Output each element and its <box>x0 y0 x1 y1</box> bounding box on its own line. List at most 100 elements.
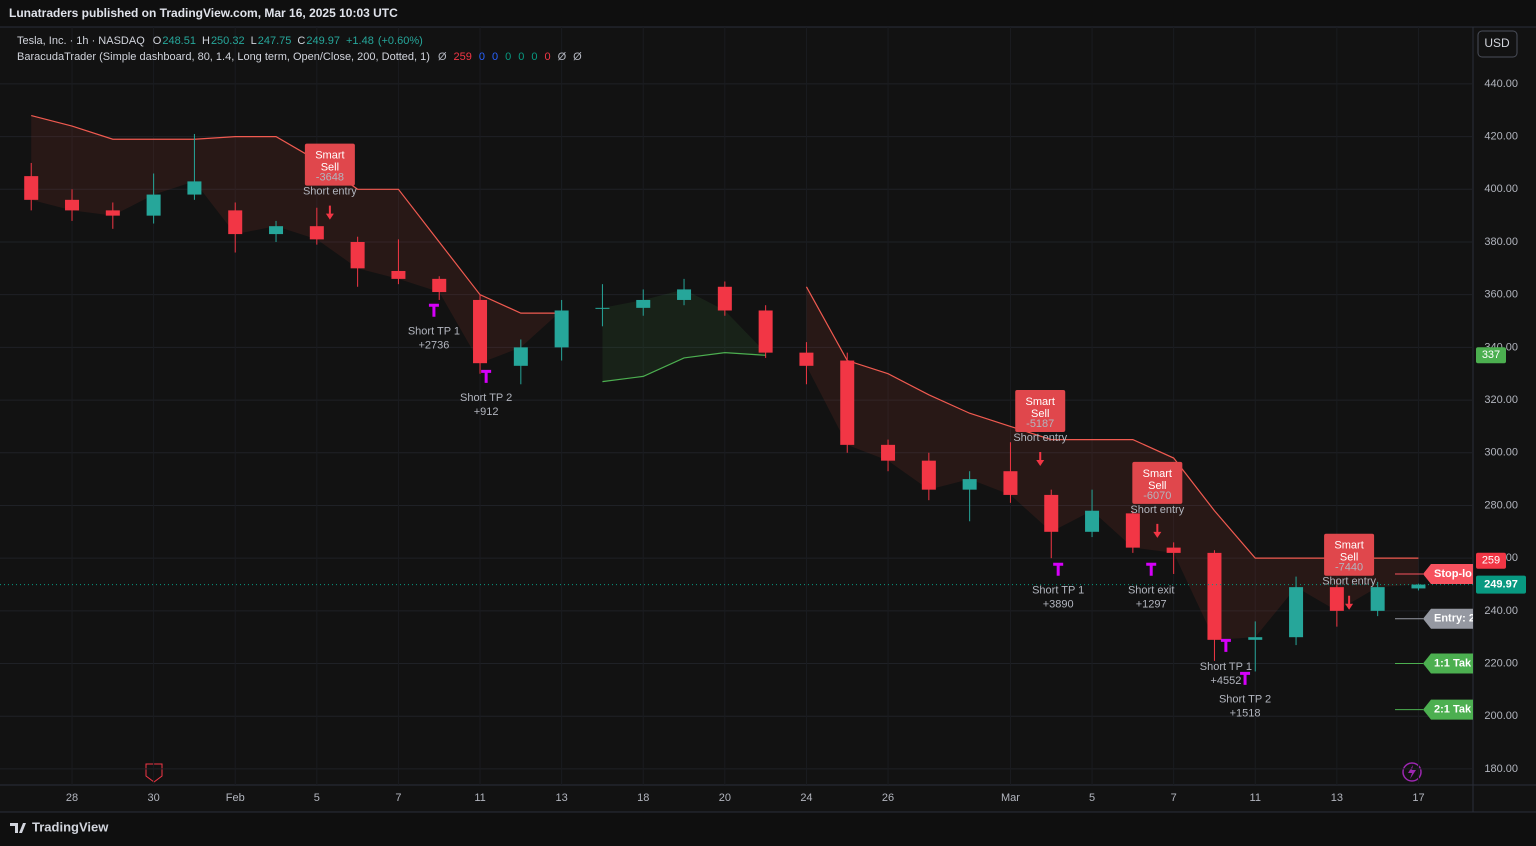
tp-marker <box>1146 562 1157 576</box>
signal: Short TP 1 +3890 <box>1032 562 1084 611</box>
legend-text: BaracudaTrader (Simple dashboard, 80, 1.… <box>17 51 430 63</box>
legend-text: 250.32 <box>211 35 245 47</box>
candle-body <box>962 479 977 490</box>
signal-pnl: -5187 <box>1026 418 1054 430</box>
legend-text: Ø <box>438 51 447 63</box>
signal-pnl: -7440 <box>1335 562 1363 574</box>
candle-body <box>473 299 488 364</box>
support-line <box>602 352 766 383</box>
level-label: 1:1 Tak <box>1434 657 1472 669</box>
legend-text: H <box>202 35 210 47</box>
event-icon-bolt[interactable] <box>1408 765 1416 779</box>
signal-title: Smart <box>1143 468 1172 480</box>
chart-panel <box>0 27 1536 812</box>
signal-arrow <box>1345 595 1354 610</box>
candle-body <box>1289 587 1304 638</box>
tp-marker <box>1053 562 1064 576</box>
price-label-box <box>1476 347 1506 364</box>
y-tick-label: 280.00 <box>1484 499 1518 511</box>
signal-text: Short TP 1 <box>408 326 460 338</box>
candle-body <box>187 181 202 195</box>
candle-body <box>881 444 896 461</box>
candle-body <box>1248 637 1263 640</box>
candle-body <box>554 310 569 348</box>
y-tick-label: 220.00 <box>1484 657 1518 669</box>
x-tick-label: Feb <box>226 792 245 804</box>
candle-body <box>1044 494 1059 532</box>
candle-body <box>1207 552 1222 640</box>
candle-body <box>717 286 732 311</box>
price-label: 259 <box>1482 555 1500 567</box>
trail-fill <box>31 115 562 364</box>
level-label: Stop-lo <box>1434 568 1472 580</box>
level-tag <box>1423 608 1473 629</box>
event-icon[interactable] <box>1402 762 1422 782</box>
candle-body <box>595 307 610 309</box>
signal-text: Short exit <box>1128 585 1174 597</box>
candle-body <box>1329 587 1344 611</box>
x-tick-label: 28 <box>66 792 78 804</box>
candle-body <box>1370 587 1385 611</box>
level-tag <box>1423 699 1473 720</box>
signal-text: Short TP 2 <box>460 392 512 404</box>
price-label-box <box>1476 552 1506 569</box>
x-tick-label: 17 <box>1412 792 1424 804</box>
legend-text: 0 <box>544 51 550 63</box>
legend-text: 259 <box>454 51 472 63</box>
currency[interactable]: USD <box>1484 36 1510 50</box>
y-tick-label: 360.00 <box>1484 289 1518 301</box>
candle-body <box>677 289 692 300</box>
y-tick-label: 380.00 <box>1484 236 1518 248</box>
x-tick-label: 30 <box>147 792 159 804</box>
signal-pnl: +2736 <box>418 340 449 352</box>
earnings-icon[interactable] <box>145 763 163 783</box>
signal-pnl: +4552 <box>1210 675 1241 687</box>
signal: Short exit +1297 <box>1128 562 1174 611</box>
legend-text: 0 <box>518 51 524 63</box>
legend-text: 247.75 <box>258 35 292 47</box>
x-tick-label: 26 <box>882 792 894 804</box>
legend-text: 0 <box>479 51 485 63</box>
candle-body <box>146 194 161 216</box>
x-tick-label: 13 <box>1331 792 1343 804</box>
legend-text: 0 <box>531 51 537 63</box>
y-tick-label: 320.00 <box>1484 394 1518 406</box>
tp-marker <box>428 303 439 317</box>
signal-pnl: +1518 <box>1230 708 1261 720</box>
candle-body <box>840 360 855 445</box>
trail-fill <box>806 286 1419 640</box>
currency-button[interactable] <box>1477 30 1518 58</box>
signal-pnl: +912 <box>474 406 499 418</box>
signal-pnl: +3890 <box>1043 599 1074 611</box>
signal-text: Short entry <box>1130 504 1184 516</box>
logo-mark[interactable] <box>10 823 26 833</box>
logo-text[interactable]: TradingView <box>32 819 109 834</box>
footer-logo[interactable]: TradingView <box>10 819 109 834</box>
level-tag <box>1423 653 1473 674</box>
earnings-shape[interactable] <box>145 763 163 783</box>
x-tick-label: 7 <box>395 792 401 804</box>
x-tick-label: 20 <box>719 792 731 804</box>
legend-text: +1.48 <box>346 35 374 47</box>
candle-body <box>228 210 243 235</box>
y-tick-label: 200.00 <box>1484 710 1518 722</box>
tp-marker <box>1220 638 1231 652</box>
legend-text: (+0.60%) <box>378 35 423 47</box>
level-tag <box>1423 563 1473 584</box>
signal-text: Short TP 2 <box>1219 694 1271 706</box>
level-label: 2:1 Tak <box>1434 704 1472 716</box>
signal-text: Short TP 1 <box>1200 661 1252 673</box>
tp-marker <box>1240 671 1251 685</box>
legend-text: Tesla, Inc. · 1h · NASDAQ <box>17 35 145 47</box>
signal: Short TP 2 +1518 <box>1219 671 1271 720</box>
candle-body <box>105 210 120 216</box>
legend-text: 0 <box>505 51 511 63</box>
candle-body <box>24 176 39 200</box>
legend-text: Ø <box>573 51 582 63</box>
signal-text: Short entry <box>303 186 357 198</box>
x-tick-label: 5 <box>314 792 320 804</box>
y-tick-label: 240.00 <box>1484 605 1518 617</box>
